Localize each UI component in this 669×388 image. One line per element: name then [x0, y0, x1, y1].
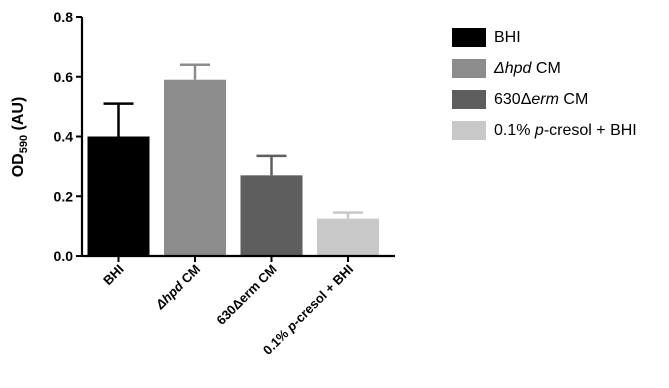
legend-label-part-2: CM: [558, 90, 589, 108]
y-tick-label: 0.8: [54, 9, 74, 25]
legend-label-bhi: BHI: [494, 29, 521, 47]
legend-label-part-1: p: [534, 121, 544, 139]
y-tick-label: 0.0: [54, 248, 74, 264]
x-tick-label-0: BHI: [100, 262, 126, 288]
y-ticks-group: 0.0 0.2 0.4 0.6 0.8: [54, 9, 82, 264]
x-tick-label-3-part-2: -cresol + BHI: [289, 262, 356, 329]
legend-label-630erm-cm: 630Δerm CM: [494, 91, 588, 109]
y-axis-label-unit: (AU): [10, 97, 27, 135]
legend-swatch-bhi: [452, 28, 486, 47]
legend-item-bhi: BHI: [452, 22, 637, 53]
legend-item-p-cresol-bhi: 0.1% p-cresol + BHI: [452, 115, 637, 146]
legend-item-hpd-cm: Δhpd CM: [452, 53, 637, 84]
bar-3: [317, 218, 379, 256]
legend-label-p-cresol-bhi: 0.1% p-cresol + BHI: [494, 122, 637, 140]
legend-label-part-2: -cresol + BHI: [543, 121, 637, 139]
legend-swatch-p-cresol-bhi: [452, 121, 486, 140]
error-bars-group: [103, 63, 363, 219]
legend-swatch-630erm-cm: [452, 90, 486, 109]
bar-2: [240, 175, 303, 256]
y-axis-label: OD590 (AU): [10, 97, 30, 178]
x-tick-label-0-part-0: BHI: [100, 262, 126, 288]
legend-label-part-1: CM: [531, 59, 561, 77]
y-axis-label-sub: 590: [18, 135, 30, 153]
legend: BHI Δhpd CM 630Δerm CM 0.1% p-cresol + B…: [452, 22, 637, 146]
x-tick-label-1: Δhpd CM: [152, 262, 203, 313]
legend-label-part-1: erm: [531, 90, 559, 108]
legend-item-630erm-cm: 630Δerm CM: [452, 84, 637, 115]
legend-label-part-0: 0.1%: [494, 121, 535, 139]
y-tick-label: 0.4: [54, 129, 74, 145]
legend-label-part-0: BHI: [494, 28, 521, 46]
x-tick-label-2: 630Δerm CM: [213, 262, 279, 328]
y-tick-label: 0.2: [54, 188, 74, 204]
legend-swatch-hpd-cm: [452, 59, 486, 78]
legend-label-hpd-cm: Δhpd CM: [494, 60, 561, 78]
bars-group: [87, 79, 379, 256]
y-axis-label-main: OD: [10, 153, 27, 177]
legend-label-part-0: Δhpd: [494, 59, 532, 77]
x-tick-label-2-part-2: erm CM: [235, 262, 279, 306]
bar-1: [164, 79, 226, 256]
bar-0: [87, 136, 150, 256]
y-tick-label: 0.6: [54, 69, 74, 85]
legend-label-part-0: 630Δ: [494, 90, 532, 108]
